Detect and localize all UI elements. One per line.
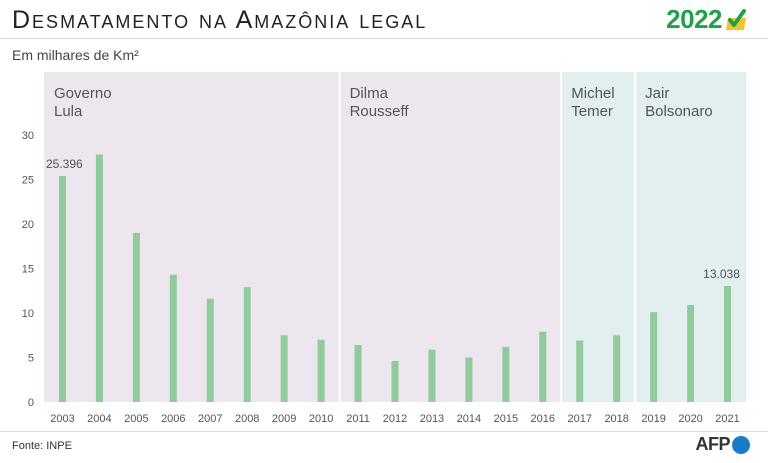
period-band (339, 72, 562, 402)
source-note: Fonte: INPE (12, 440, 72, 452)
bar (354, 345, 362, 402)
x-tick-label: 2015 (494, 413, 518, 425)
afp-dot-icon (732, 435, 750, 454)
period-bands (44, 72, 746, 402)
bar (169, 274, 177, 402)
data-labels: 25.396 13.038 (46, 157, 740, 281)
x-tick-label: 2014 (457, 413, 481, 425)
bar (576, 340, 584, 402)
x-tick-label: 2008 (235, 413, 259, 425)
period-label: Governo (54, 85, 112, 102)
x-tick-label: 2009 (272, 413, 296, 425)
data-label: 25.396 (46, 157, 83, 171)
chart-subtitle: Em milhares de Km² (12, 47, 139, 63)
bar (539, 331, 547, 402)
x-tick-label: 2017 (567, 413, 591, 425)
y-tick-label: 5 (28, 353, 34, 365)
bars (58, 154, 732, 402)
chart-title: Desmatamento na Amazônia legal (12, 6, 428, 34)
x-tick-label: 2019 (641, 413, 665, 425)
x-tick-label: 2011 (346, 413, 370, 425)
bar (206, 298, 214, 402)
header-divider (0, 38, 768, 39)
bar (280, 335, 288, 402)
bar (650, 312, 658, 402)
afp-logo: AFP (695, 434, 750, 455)
x-tick-label: 2003 (50, 413, 74, 425)
period-label: Lula (54, 103, 83, 120)
data-label: 13.038 (703, 267, 740, 281)
election-2022-logo: 2022 (666, 4, 748, 35)
bar (132, 232, 140, 402)
x-tick-label: 2012 (383, 413, 407, 425)
bar (428, 349, 436, 402)
bar (613, 335, 621, 402)
bar (687, 304, 695, 402)
y-tick-label: 20 (22, 219, 34, 231)
x-tick-label: 2018 (604, 413, 628, 425)
y-tick-label: 0 (28, 397, 34, 409)
period-label: Dilma (350, 85, 389, 102)
afp-logo-text: AFP (695, 434, 731, 454)
footer-divider (0, 431, 768, 432)
x-tick-label: 2021 (715, 413, 739, 425)
ballot-check-icon (726, 8, 746, 30)
bar (58, 175, 66, 402)
bar (243, 287, 251, 402)
x-tick-label: 2010 (309, 413, 333, 425)
x-axis-labels: 2003 2004 2005 2006 2007 2008 2009 2010 2011 2012… (50, 413, 740, 425)
bar (465, 357, 473, 402)
bar (391, 361, 399, 402)
bar (502, 346, 510, 402)
bar (317, 339, 325, 402)
period-label: Jair (645, 85, 669, 102)
y-axis: 0 5 10 15 20 25 30 (22, 130, 34, 409)
period-label: Rousseff (350, 103, 410, 120)
bar (724, 285, 732, 402)
y-tick-label: 10 (22, 308, 34, 320)
period-band (561, 72, 636, 402)
period-label: Temer (571, 103, 613, 120)
x-tick-label: 2020 (678, 413, 702, 425)
x-tick-label: 2007 (198, 413, 222, 425)
period-label: Bolsonaro (645, 103, 713, 120)
x-tick-label: 2013 (420, 413, 444, 425)
x-tick-label: 2004 (87, 413, 111, 425)
y-tick-label: 15 (22, 264, 34, 276)
x-tick-label: 2006 (161, 413, 185, 425)
y-tick-label: 25 (22, 175, 34, 187)
period-band (44, 72, 340, 402)
x-tick-label: 2005 (124, 413, 148, 425)
bar (95, 154, 103, 402)
y-tick-label: 30 (22, 130, 34, 142)
x-tick-label: 2016 (531, 413, 555, 425)
period-label: Michel (571, 85, 614, 102)
logo-text: 2022 (666, 4, 722, 34)
